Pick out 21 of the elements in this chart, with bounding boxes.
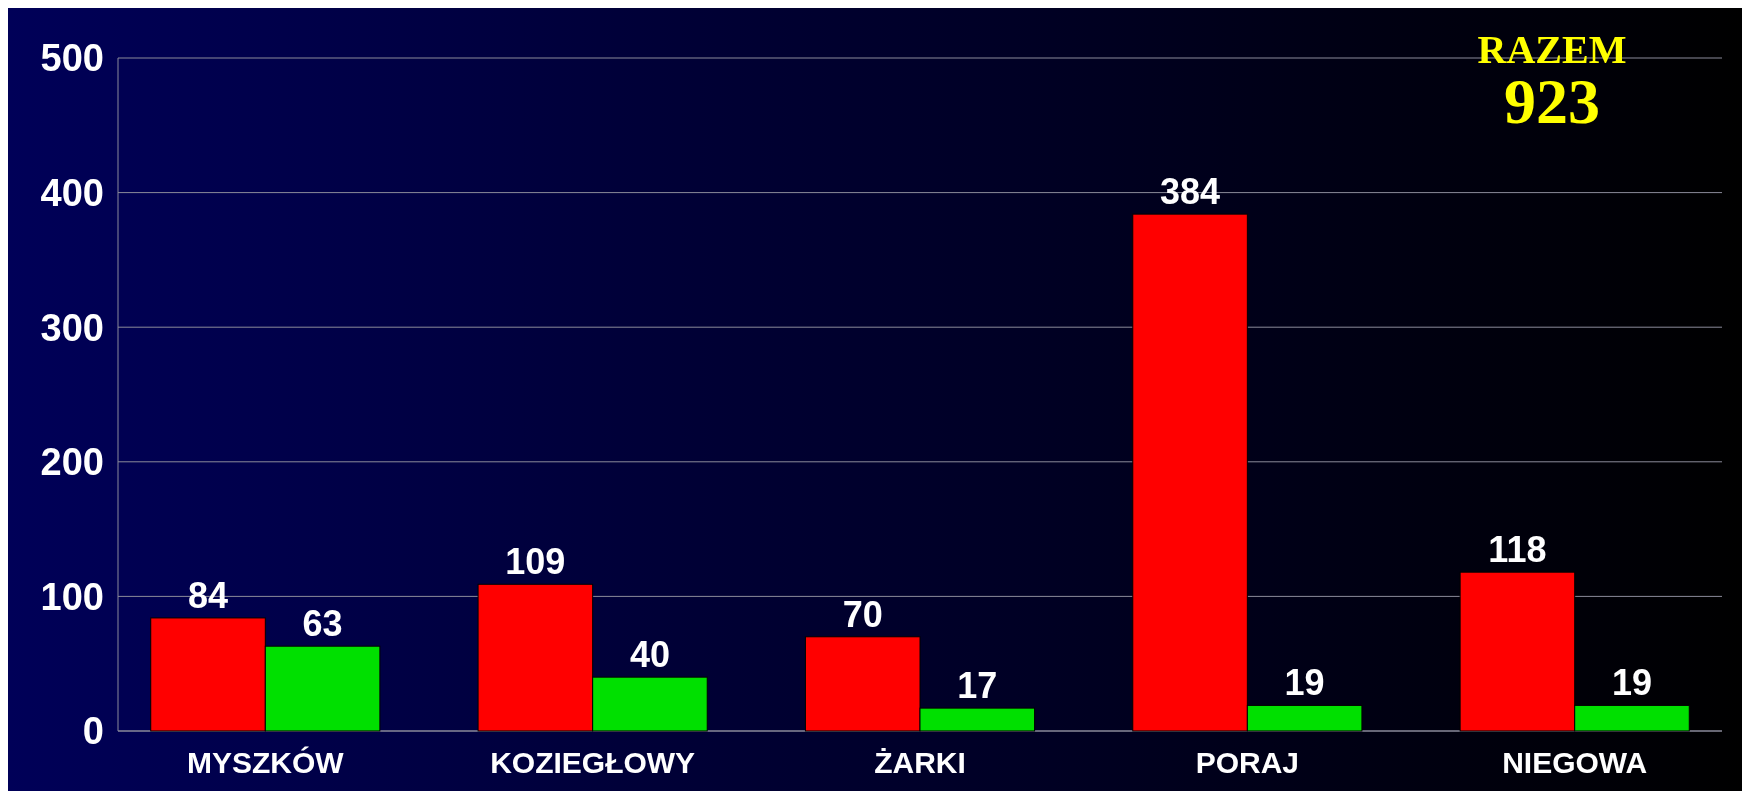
x-tick-label: KOZIEGŁOWY	[490, 746, 696, 779]
y-tick-label: 200	[40, 441, 104, 484]
y-tick-label: 400	[40, 171, 104, 214]
data-label: 109	[505, 541, 566, 583]
data-label: 19	[1611, 662, 1652, 704]
data-label: 84	[188, 574, 229, 616]
y-tick-label: 500	[40, 37, 104, 80]
data-label: 70	[842, 593, 883, 635]
x-tick-label: PORAJ	[1195, 746, 1300, 779]
data-label: 63	[302, 603, 343, 645]
x-tick-label: NIEGOWA	[1502, 746, 1648, 779]
y-tick-label: 300	[40, 306, 104, 349]
y-tick-label: 0	[82, 710, 104, 753]
data-label: 118	[1488, 529, 1547, 571]
x-tick-label: ŻARKI	[874, 746, 966, 779]
data-label: 384	[1160, 171, 1221, 213]
y-tick-label: 100	[40, 575, 104, 618]
x-tick-label: MYSZKÓW	[186, 746, 345, 779]
data-label: 40	[629, 634, 670, 676]
data-label: 19	[1284, 662, 1325, 704]
data-label: 17	[957, 665, 998, 707]
